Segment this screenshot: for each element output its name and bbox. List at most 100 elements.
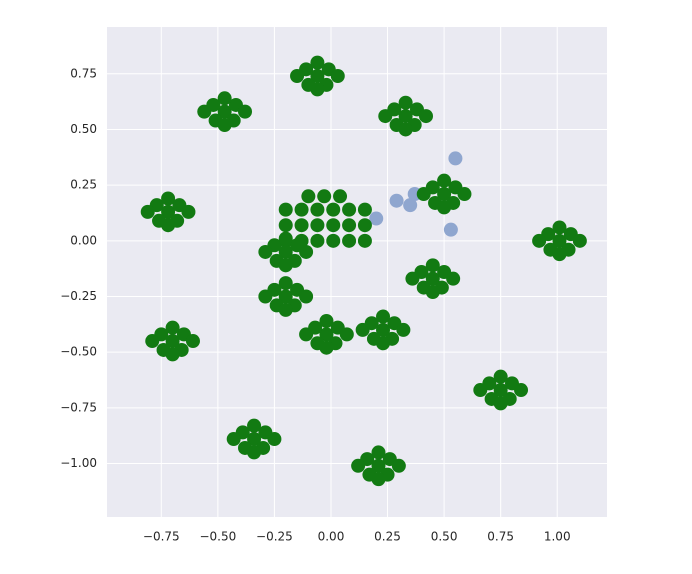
point xyxy=(326,218,341,233)
point xyxy=(161,191,176,206)
point xyxy=(310,69,325,83)
point xyxy=(197,104,212,119)
x-tick-label: −0.50 xyxy=(199,530,236,544)
point xyxy=(165,347,180,362)
x-tick-label: −0.75 xyxy=(143,530,180,544)
point xyxy=(319,327,334,342)
point xyxy=(572,233,587,248)
point xyxy=(514,383,529,398)
x-tick-label: 0.00 xyxy=(318,530,345,544)
point xyxy=(299,244,314,259)
point xyxy=(278,202,293,217)
point xyxy=(226,432,241,447)
point xyxy=(371,472,386,487)
point xyxy=(369,211,384,226)
point xyxy=(473,383,488,398)
point xyxy=(247,445,262,460)
point xyxy=(425,285,440,300)
point xyxy=(278,218,293,233)
point xyxy=(333,189,348,204)
x-tick-label: 0.50 xyxy=(431,530,458,544)
point xyxy=(342,218,357,233)
y-tick-label: −1.00 xyxy=(60,456,97,470)
point xyxy=(278,289,293,304)
point xyxy=(238,104,253,119)
point xyxy=(301,189,316,204)
point xyxy=(396,322,411,337)
point xyxy=(326,202,341,217)
point xyxy=(493,383,508,398)
point xyxy=(310,233,325,248)
point xyxy=(342,233,357,248)
point xyxy=(357,202,372,217)
point xyxy=(290,69,305,83)
x-tick-label: 0.75 xyxy=(487,530,514,544)
point xyxy=(278,258,293,273)
point xyxy=(391,458,406,473)
point xyxy=(278,231,293,246)
point xyxy=(357,218,372,233)
point xyxy=(310,82,325,97)
point xyxy=(181,204,196,219)
point xyxy=(317,189,332,204)
point xyxy=(326,233,341,248)
point xyxy=(398,122,413,137)
point xyxy=(371,458,386,473)
point xyxy=(161,218,176,233)
point xyxy=(446,271,461,286)
point xyxy=(532,233,547,248)
point xyxy=(398,109,413,124)
point xyxy=(371,445,386,460)
point xyxy=(457,187,472,202)
point xyxy=(378,109,393,124)
point xyxy=(294,202,309,217)
point xyxy=(278,276,293,291)
point xyxy=(493,396,508,411)
point xyxy=(310,55,325,70)
point xyxy=(493,369,508,384)
point xyxy=(145,334,160,349)
point xyxy=(299,289,314,304)
point xyxy=(405,271,420,286)
x-tick-label: 1.00 xyxy=(544,530,571,544)
point xyxy=(258,244,273,259)
point xyxy=(403,198,418,213)
y-tick-label: −0.75 xyxy=(60,400,97,414)
point xyxy=(140,204,155,219)
point xyxy=(247,418,262,433)
y-tick-label: 0.25 xyxy=(70,178,97,192)
point xyxy=(419,109,434,124)
point xyxy=(389,193,404,208)
point xyxy=(376,322,391,337)
point xyxy=(552,220,567,235)
y-tick-label: 0.00 xyxy=(70,233,97,247)
point xyxy=(448,151,463,166)
point xyxy=(161,204,176,219)
point xyxy=(217,104,232,119)
point xyxy=(437,200,452,215)
point xyxy=(319,314,334,328)
point xyxy=(355,322,370,337)
point xyxy=(310,202,325,217)
point xyxy=(185,334,200,349)
point xyxy=(425,271,440,286)
point xyxy=(310,218,325,233)
y-tick-label: −0.50 xyxy=(60,345,97,359)
point xyxy=(217,91,232,106)
point xyxy=(217,118,232,132)
point xyxy=(376,336,391,351)
y-tick-label: −0.25 xyxy=(60,289,97,303)
x-tick-label: −0.25 xyxy=(256,530,293,544)
point xyxy=(330,69,345,83)
point xyxy=(165,320,180,335)
y-tick-label: 0.50 xyxy=(70,122,97,136)
point xyxy=(294,218,309,233)
point xyxy=(443,222,458,237)
point xyxy=(247,432,262,447)
point xyxy=(437,187,452,202)
point xyxy=(425,258,440,273)
point xyxy=(258,289,273,304)
point xyxy=(267,432,282,447)
point xyxy=(437,173,452,188)
